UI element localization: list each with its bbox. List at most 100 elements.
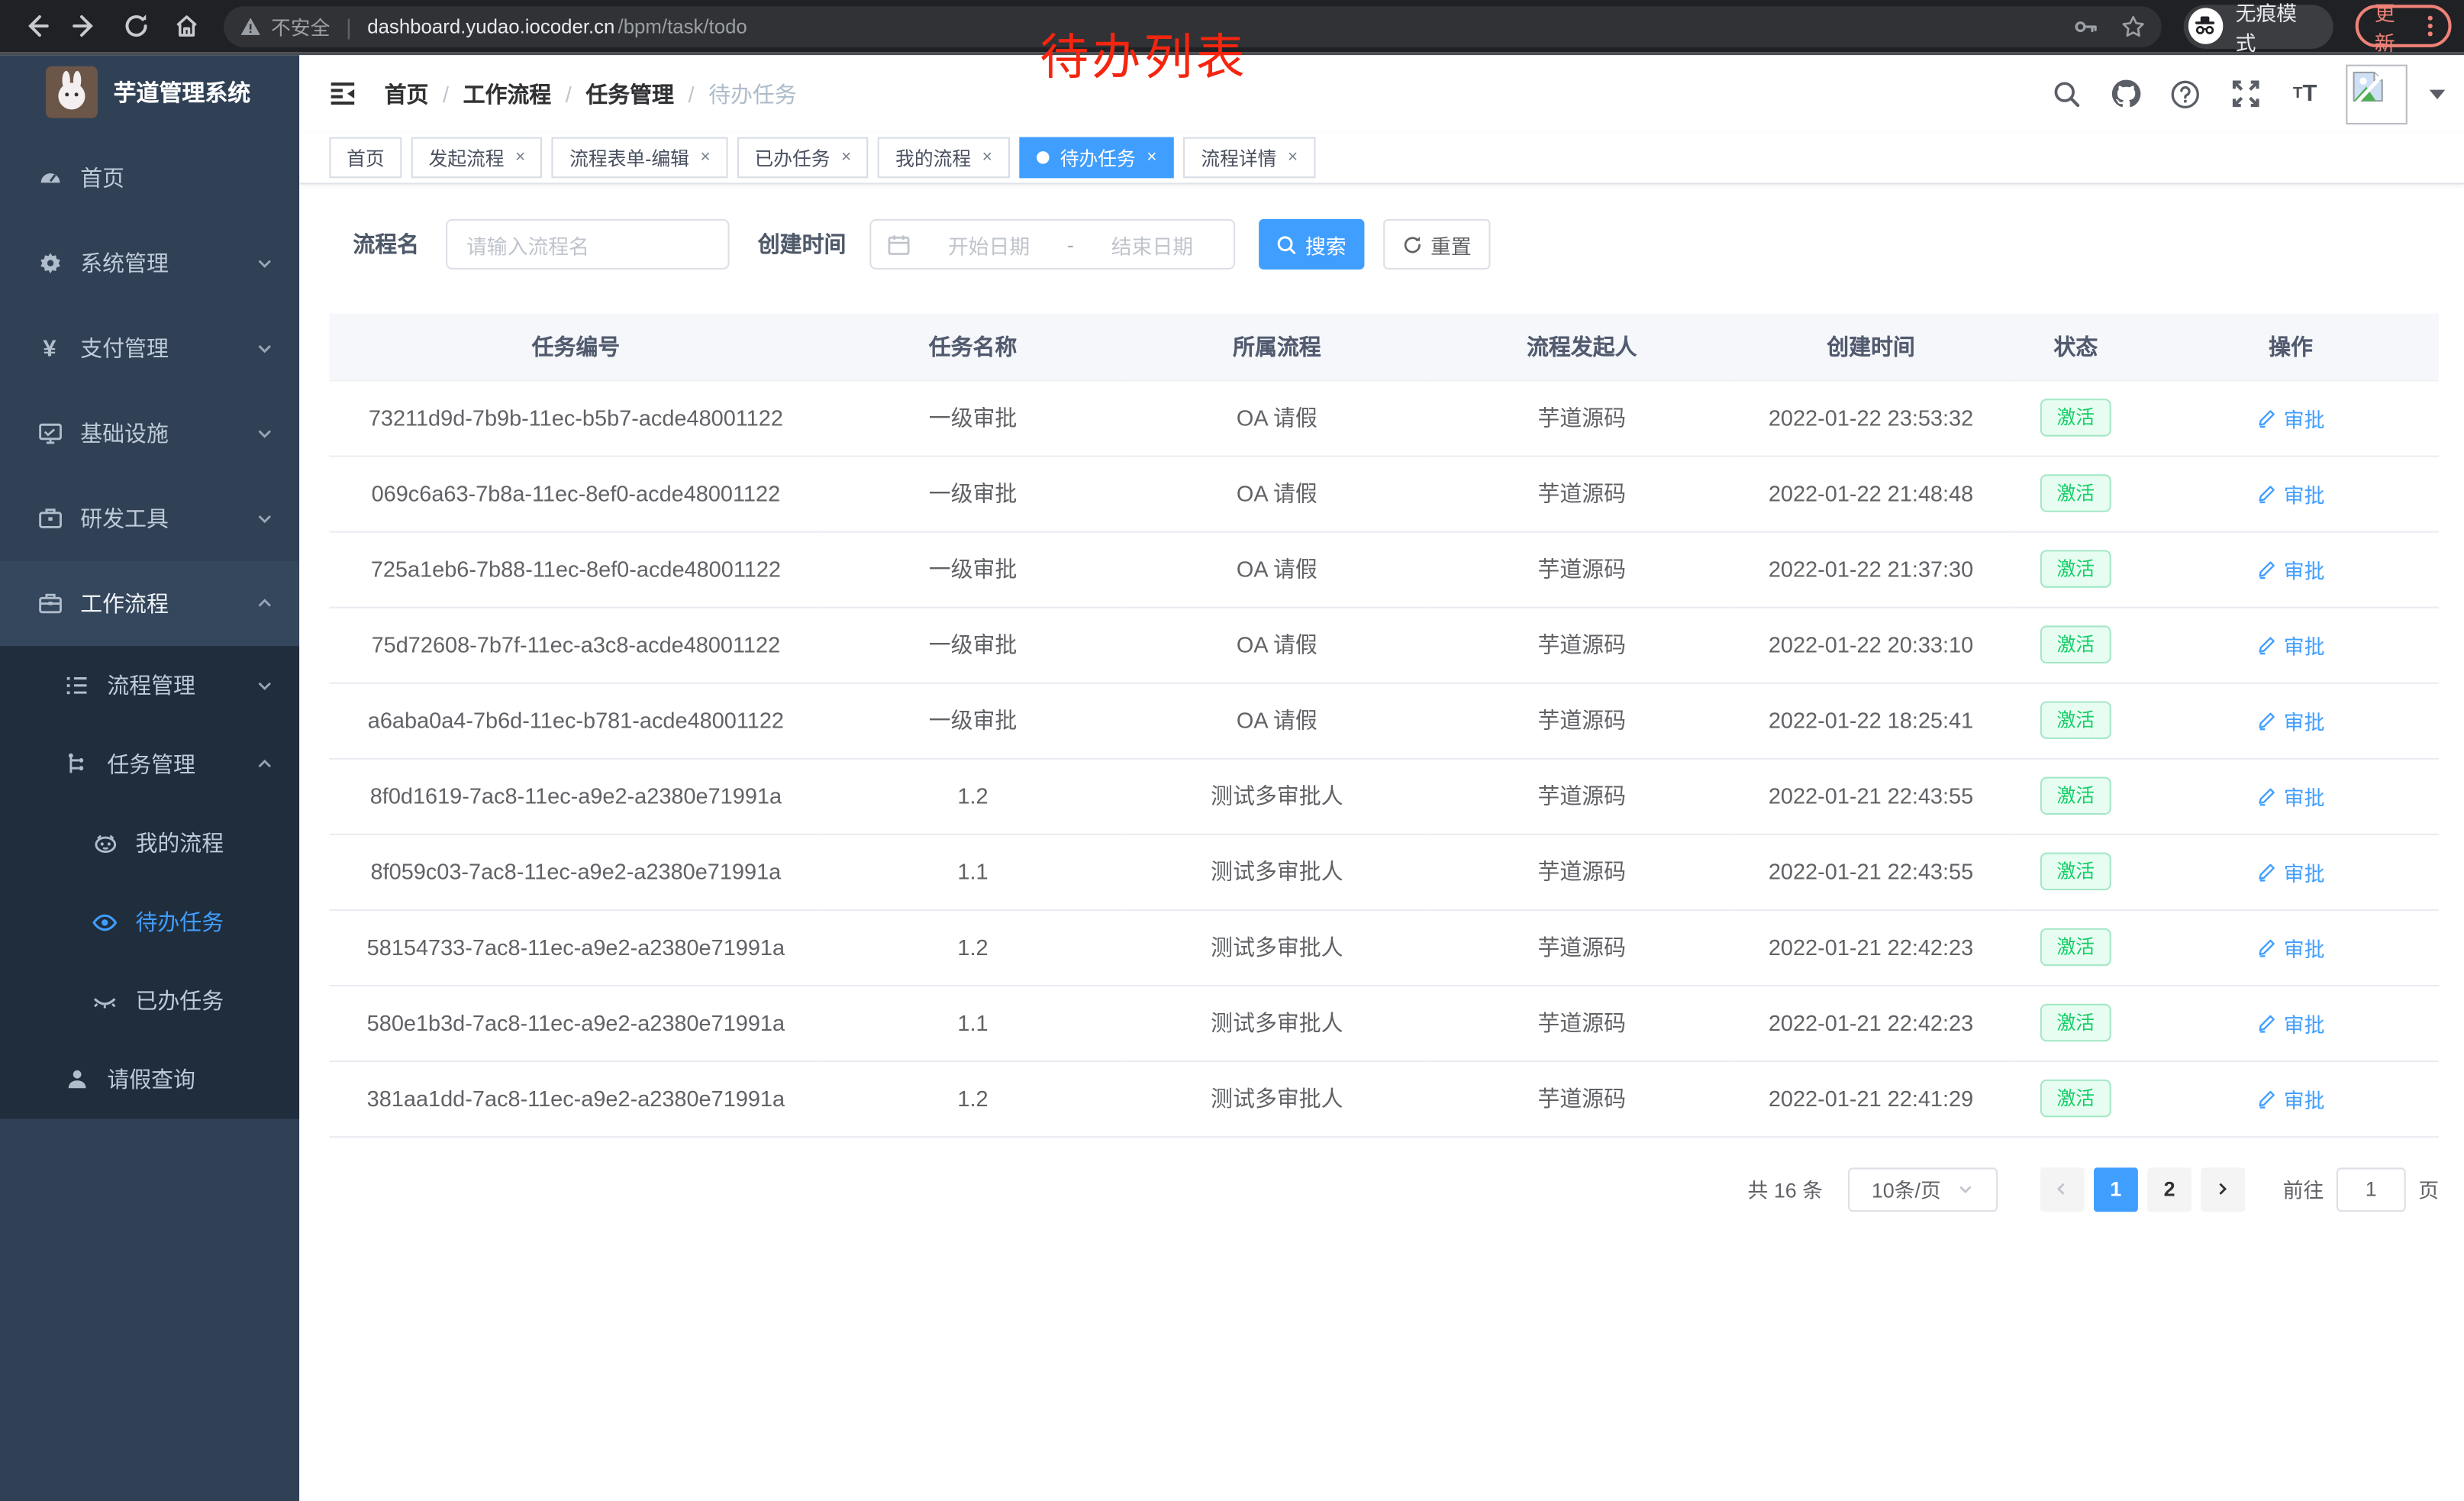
col-created: 创建时间 <box>1733 313 2009 380</box>
process-name-input[interactable]: 请输入流程名 <box>446 218 730 270</box>
sidebar-item-label: 请假查询 <box>107 1067 195 1093</box>
approve-button[interactable]: 审批 <box>2257 1008 2324 1038</box>
tab-process-detail[interactable]: 流程详情 × <box>1183 137 1315 179</box>
approve-button[interactable]: 审批 <box>2257 705 2325 735</box>
forward-icon[interactable] <box>63 4 108 48</box>
status-badge: 激活 <box>2040 928 2111 967</box>
sidebar-logo-row[interactable]: 芋道管理系统 <box>0 55 299 129</box>
address-bar[interactable]: 不安全 | dashboard.yudao.iocoder.cn/bpm/tas… <box>224 5 2162 47</box>
reload-icon[interactable] <box>114 4 158 48</box>
key-icon[interactable] <box>2073 14 2098 39</box>
avatar-dropdown-icon[interactable] <box>2429 89 2446 108</box>
start-date-placeholder: 开始日期 <box>947 234 1030 258</box>
help-icon[interactable] <box>2166 75 2204 113</box>
sidebar-item-payment[interactable]: ¥ 支付管理 <box>0 305 299 390</box>
gear-icon <box>36 250 63 276</box>
breadcrumb-task-mgmt[interactable]: 任务管理 <box>585 81 674 107</box>
col-actions: 操作 <box>2143 313 2440 380</box>
cell-created: 2022-01-21 22:42:23 <box>1733 984 2009 1062</box>
chevron-down-icon <box>1959 1186 1972 1193</box>
edit-icon <box>2259 712 2275 730</box>
search-button[interactable]: 搜索 <box>1259 218 1365 270</box>
tab-label: 待办任务 <box>1059 147 1136 169</box>
chrome-menu-icon[interactable] <box>2427 15 2433 37</box>
cell-actions: 审批 <box>2143 833 2440 910</box>
edit-icon <box>2259 636 2275 654</box>
breadcrumb-home[interactable]: 首页 <box>384 81 429 107</box>
list-icon <box>63 673 90 698</box>
goto-page-input[interactable] <box>2336 1167 2406 1212</box>
tab-home[interactable]: 首页 <box>329 137 402 179</box>
tab-start-process[interactable]: 发起流程 × <box>411 137 543 179</box>
next-page-button[interactable] <box>2201 1167 2246 1212</box>
sidebar-item-my-process[interactable]: 我的流程 <box>0 804 299 883</box>
cell-initiator: 芋道源码 <box>1430 682 1734 759</box>
tab-my-process[interactable]: 我的流程 × <box>878 137 1010 179</box>
sidebar-item-label: 待办任务 <box>135 909 224 934</box>
approve-button[interactable]: 审批 <box>2257 554 2324 583</box>
bookmark-star-icon[interactable] <box>2120 14 2145 39</box>
sidebar-item-todo-tasks[interactable]: 待办任务 <box>0 883 299 961</box>
breadcrumb: 首页 / 工作流程 / 任务管理 / 待办任务 <box>385 78 797 109</box>
sidebar-item-task-mgmt[interactable]: 任务管理 <box>0 725 299 803</box>
back-icon[interactable] <box>13 4 57 48</box>
cell-task-name: 1.1 <box>822 984 1124 1062</box>
tab-close-icon[interactable]: × <box>982 148 992 167</box>
sidebar-item-workflow[interactable]: 工作流程 <box>0 560 300 647</box>
urlbar-divider: | <box>346 13 352 39</box>
chevron-up-icon <box>255 755 274 774</box>
cell-task-id: 8f059c03-7ac8-11ec-a9e2-a2380e71991a <box>329 833 823 910</box>
status-badge: 激活 <box>2040 1003 2111 1042</box>
tab-close-icon[interactable]: × <box>1287 148 1298 167</box>
sidebar-item-devtools[interactable]: 研发工具 <box>0 476 299 560</box>
page-size-select[interactable]: 10条/页 <box>1848 1167 1998 1212</box>
chevron-right-icon <box>2220 1183 2228 1195</box>
search-icon <box>1278 235 1297 253</box>
sidebar-collapse-icon[interactable] <box>318 70 366 118</box>
sidebar-item-home[interactable]: 首页 <box>0 136 299 221</box>
fullscreen-icon[interactable] <box>2226 75 2264 113</box>
update-button[interactable]: 更新 <box>2356 1 2452 54</box>
tab-close-icon[interactable]: × <box>700 148 711 167</box>
sidebar-item-done-tasks[interactable]: 已办任务 <box>0 961 299 1040</box>
reset-button[interactable]: 重置 <box>1383 218 1491 270</box>
cell-task-name: 1.2 <box>822 909 1124 986</box>
table-row: 58154733-7ac8-11ec-a9e2-a2380e71991a 1.2… <box>329 909 2440 986</box>
approve-label: 审批 <box>2283 709 2325 734</box>
approve-button[interactable]: 审批 <box>2257 781 2324 811</box>
tab-close-icon[interactable]: × <box>1147 148 1157 167</box>
sidebar-item-infra[interactable]: 基础设施 <box>0 391 299 476</box>
avatar[interactable] <box>2346 63 2408 124</box>
col-process: 所属流程 <box>1123 313 1431 380</box>
process-name-placeholder: 请输入流程名 <box>466 234 589 258</box>
page-button-2[interactable]: 2 <box>2147 1167 2191 1212</box>
sidebar-item-leave-query[interactable]: 请假查询 <box>0 1040 299 1118</box>
tab-close-icon[interactable]: × <box>841 148 852 167</box>
search-icon[interactable] <box>2046 75 2085 113</box>
sidebar-item-system[interactable]: 系统管理 <box>0 221 299 305</box>
breadcrumb-workflow[interactable]: 工作流程 <box>463 81 552 107</box>
create-time-range-picker[interactable]: 开始日期 - 结束日期 <box>869 218 1236 270</box>
range-separator: - <box>1067 232 1074 257</box>
breadcrumb-separator: / <box>565 81 572 107</box>
broken-image-icon <box>2353 70 2384 103</box>
approve-button[interactable]: 审批 <box>2257 932 2324 962</box>
tab-process-form-edit[interactable]: 流程表单-编辑 × <box>552 137 728 179</box>
home-icon[interactable] <box>164 4 208 48</box>
create-time-label: 创建时间 <box>757 231 847 257</box>
tab-done-tasks[interactable]: 已办任务 × <box>737 137 869 179</box>
approve-button[interactable]: 审批 <box>2257 478 2324 508</box>
cell-actions: 审批 <box>2143 455 2440 532</box>
approve-button[interactable]: 审批 <box>2257 630 2324 660</box>
github-icon[interactable] <box>2107 75 2145 113</box>
approve-button[interactable]: 审批 <box>2257 1083 2324 1113</box>
sidebar-item-label: 工作流程 <box>80 590 169 617</box>
tab-close-icon[interactable]: × <box>514 148 526 167</box>
page-button-1[interactable]: 1 <box>2093 1167 2138 1212</box>
tab-todo-tasks[interactable]: 待办任务 × <box>1019 137 1175 179</box>
approve-button[interactable]: 审批 <box>2257 402 2324 432</box>
approve-button[interactable]: 审批 <box>2257 857 2324 886</box>
prev-page-button[interactable] <box>2040 1167 2085 1212</box>
sidebar-item-process-mgmt[interactable]: 流程管理 <box>0 646 299 725</box>
